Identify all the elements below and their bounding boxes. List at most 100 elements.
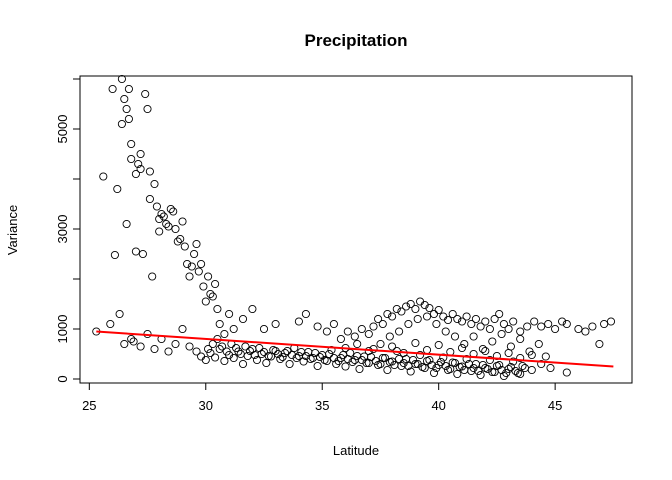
data-point [381, 353, 390, 363]
data-point [551, 324, 560, 334]
data-point [411, 338, 420, 348]
data-point [166, 204, 175, 214]
data-point [502, 368, 511, 378]
data-point [588, 322, 597, 331]
data-point [441, 361, 450, 371]
data-point [478, 360, 487, 370]
data-point [164, 347, 173, 356]
data-point [422, 312, 432, 321]
data-point [115, 309, 124, 319]
data-point [516, 327, 525, 336]
data-point [429, 368, 439, 378]
data-point [464, 359, 474, 369]
data-point [301, 309, 310, 319]
data-point [385, 332, 394, 341]
y-tick-label: 0 [55, 375, 70, 382]
data-point [155, 227, 164, 236]
data-point [155, 214, 164, 224]
data-point [178, 324, 187, 334]
data-point [238, 314, 248, 324]
data-point [159, 212, 168, 221]
data-point [497, 365, 506, 375]
data-point [511, 366, 520, 376]
data-point [413, 314, 422, 324]
data-point [232, 343, 241, 353]
x-tick-label: 40 [431, 398, 445, 413]
data-point [278, 352, 287, 362]
data-point [516, 334, 525, 344]
data-point [136, 342, 145, 351]
data-point [136, 149, 145, 159]
data-point [404, 361, 413, 371]
data-point [439, 353, 448, 362]
data-point [204, 272, 213, 281]
data-point [311, 348, 320, 358]
data-point [197, 259, 206, 269]
data-point [432, 319, 441, 329]
data-point [388, 342, 397, 351]
data-point [301, 351, 310, 361]
data-point [460, 365, 469, 375]
data-point [432, 363, 441, 373]
data-point [211, 353, 220, 362]
x-tick-label: 30 [199, 398, 213, 413]
data-point [467, 319, 476, 329]
data-point [422, 356, 432, 366]
data-point [131, 169, 140, 179]
data-point [108, 84, 117, 94]
data-point [516, 353, 525, 363]
data-point [164, 222, 173, 231]
data-point [127, 334, 136, 344]
data-point [450, 358, 460, 368]
data-point [220, 356, 229, 366]
data-point [406, 299, 415, 309]
data-point [255, 343, 264, 353]
data-point [411, 304, 420, 314]
data-point [383, 365, 392, 375]
data-point [225, 309, 234, 319]
data-point [192, 347, 201, 356]
data-point [469, 363, 478, 373]
data-point [476, 370, 485, 380]
data-point [353, 351, 362, 361]
data-point [306, 354, 315, 364]
data-point [476, 322, 485, 331]
y-axis: 0 1000 3000 5000 [55, 78, 81, 383]
data-point [460, 339, 469, 349]
data-point [325, 349, 334, 359]
data-point [429, 309, 439, 319]
data-points [92, 74, 616, 381]
y-tick-label: 3000 [55, 215, 70, 244]
data-point [492, 361, 501, 371]
data-point [534, 339, 543, 349]
data-point [367, 352, 376, 362]
data-point [294, 317, 303, 326]
data-point [509, 317, 518, 326]
data-point [194, 267, 203, 276]
data-point [362, 358, 371, 368]
data-point [490, 314, 499, 324]
data-point [327, 345, 336, 355]
data-point [388, 312, 397, 321]
data-point [541, 352, 550, 361]
data-point [527, 350, 536, 360]
data-point [516, 369, 525, 379]
data-point [220, 329, 229, 339]
data-point [264, 351, 273, 361]
data-point [562, 368, 571, 377]
data-point [448, 309, 457, 319]
data-point [523, 322, 532, 331]
data-point [413, 359, 422, 369]
data-point [436, 357, 446, 367]
data-point [562, 319, 571, 329]
data-point [145, 194, 154, 204]
data-point [478, 344, 487, 354]
data-point [443, 315, 453, 325]
data-point [409, 355, 418, 365]
data-point [404, 319, 413, 329]
data-point [185, 272, 194, 281]
data-point [371, 356, 380, 366]
data-point [117, 119, 126, 129]
x-axis: 25 30 35 40 45 [82, 382, 562, 413]
